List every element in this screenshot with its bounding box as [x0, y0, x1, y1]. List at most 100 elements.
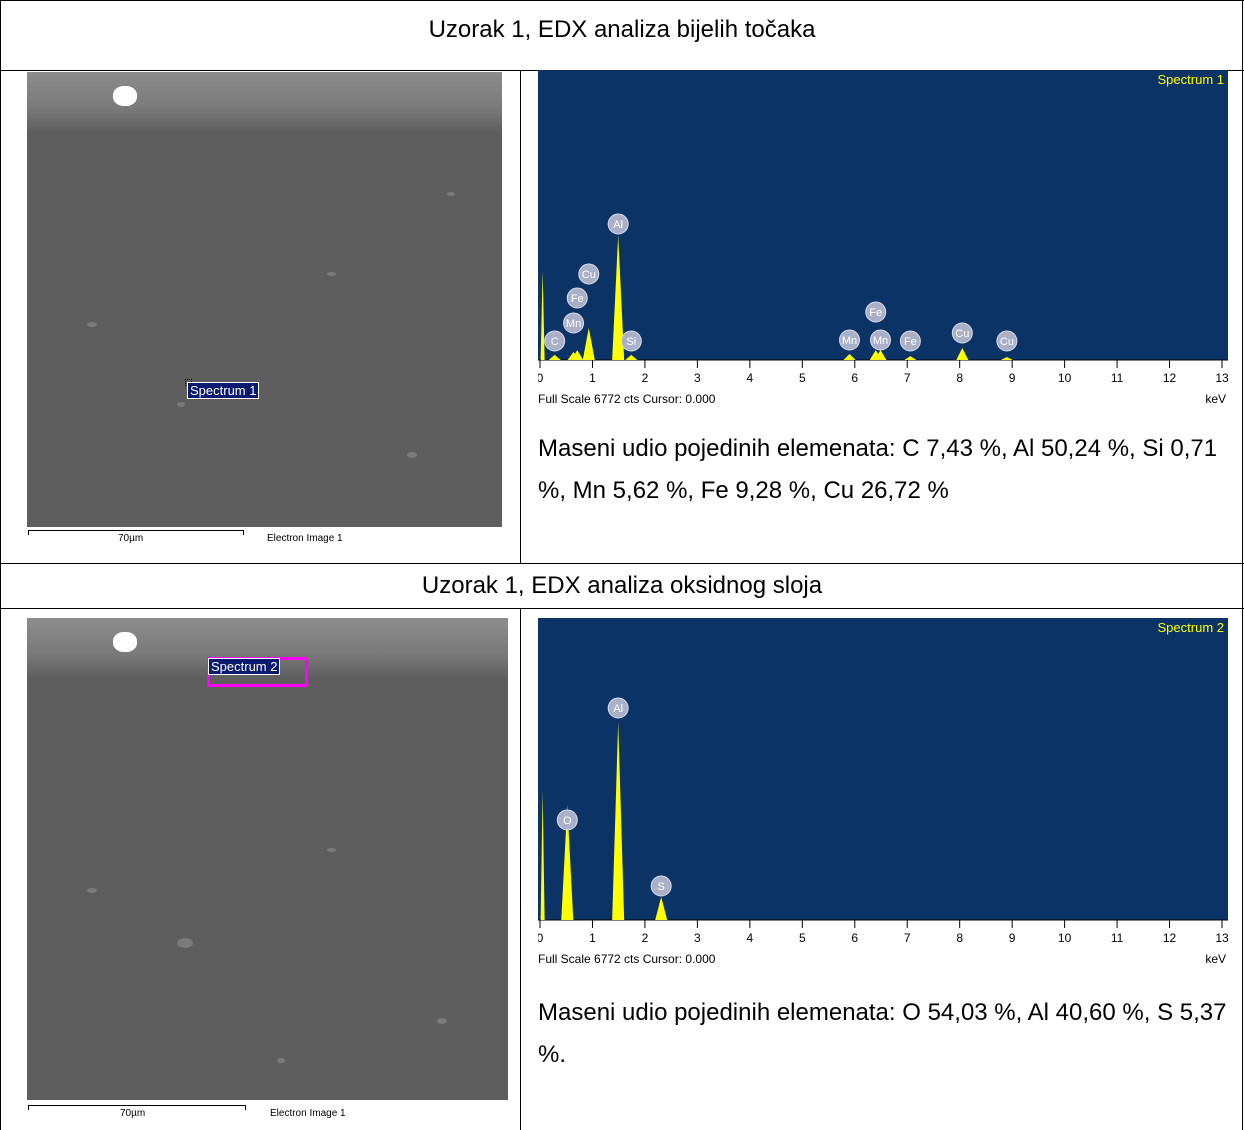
peak-label: Fe: [566, 287, 588, 309]
x-tick-label: 7: [904, 931, 911, 945]
x-tick-label: 10: [1058, 371, 1072, 385]
peak: [655, 897, 668, 920]
peak-element: Fe: [869, 307, 882, 319]
peak-badge: [556, 809, 578, 831]
x-tick-label: 10: [1058, 931, 1072, 945]
peak: [612, 234, 625, 360]
peak: [540, 270, 545, 360]
peak: [571, 350, 584, 360]
x-tick-label: 1: [589, 371, 596, 385]
x-tick-label: 9: [1009, 931, 1016, 945]
section-title: Uzorak 1, EDX analiza oksidnog sloja: [421, 572, 823, 599]
peak-element: O: [563, 815, 572, 827]
peak: [1000, 357, 1013, 360]
x-tick-label: 2: [642, 931, 649, 945]
x-tick-label: 6: [851, 931, 858, 945]
scale-label: 70µm: [120, 1108, 146, 1119]
description: Maseni udio pojedinih elemenata: C 7,43 …: [538, 435, 1218, 504]
peak-badge: [839, 329, 861, 351]
peak: [561, 804, 574, 920]
x-tick-label: 9: [1009, 371, 1016, 385]
peak-badge: [578, 263, 600, 285]
scale-bar: [28, 1105, 246, 1110]
x-tick-label: 8: [956, 931, 963, 945]
border: [520, 70, 521, 563]
peak: [548, 354, 561, 360]
peak-label: Mn: [839, 329, 861, 351]
peak: [956, 348, 969, 360]
x-tick-label: 5: [799, 931, 806, 945]
peak-label: Al: [607, 697, 629, 719]
peak-element: Al: [613, 703, 623, 715]
peak-element: Mn: [873, 335, 888, 347]
peak-label: Cu: [578, 263, 600, 285]
x-tick-label: 1: [589, 931, 596, 945]
x-tick-label: 8: [956, 371, 963, 385]
x-tick-label: 3: [694, 931, 701, 945]
peak-label: Cu: [951, 322, 973, 344]
spectrum-title: Spectrum 2: [1158, 620, 1224, 635]
border: [0, 0, 1, 1130]
description: Maseni udio pojedinih elemenata: O 54,03…: [538, 999, 1227, 1068]
spectrum-footer: Full Scale 6772 cts Cursor: 0.000: [538, 952, 716, 966]
peak-element: C: [551, 336, 559, 348]
peak-label: Mn: [563, 312, 585, 334]
peak: [612, 721, 625, 920]
peak: [874, 350, 887, 360]
peak-label: Al: [607, 213, 629, 235]
x-tick-label: 12: [1163, 931, 1177, 945]
peak-element: Fe: [904, 336, 917, 348]
scale-bar: [28, 530, 244, 535]
peak-element: Cu: [582, 269, 596, 281]
peak: [843, 354, 856, 360]
peak-badge: [544, 330, 566, 352]
scale-label: 70µm: [118, 533, 144, 544]
x-tick-label: 11: [1111, 371, 1124, 385]
x-tick-label: 0: [538, 371, 544, 385]
peak-badge: [865, 301, 887, 323]
x-tick-label: 2: [642, 371, 649, 385]
x-tick-label: 13: [1215, 371, 1228, 385]
peak-element: Mn: [842, 335, 857, 347]
image-caption: Electron Image 1: [270, 1108, 346, 1119]
spectrum-title: Spectrum 1: [1158, 72, 1224, 87]
peak-label: Fe: [899, 330, 921, 352]
peak-label: S: [650, 875, 672, 897]
spectrum-marker: Spectrum 1: [187, 382, 260, 399]
border: [1242, 0, 1243, 1130]
peak-element: Cu: [1000, 336, 1014, 348]
peak-element: Al: [613, 219, 623, 231]
x-tick-label: 6: [851, 371, 858, 385]
image-caption: Electron Image 1: [267, 533, 343, 544]
peak-badge: [951, 322, 973, 344]
peak-label: O: [556, 809, 578, 831]
peak-badge: [607, 213, 629, 235]
x-unit: keV: [1205, 392, 1226, 406]
peak-element: S: [658, 881, 665, 893]
peak-label: Fe: [865, 301, 887, 323]
border: [520, 608, 521, 1130]
peak-badge: [620, 330, 642, 352]
spectrum-footer: Full Scale 6772 cts Cursor: 0.000: [538, 392, 716, 406]
x-tick-label: 4: [747, 371, 754, 385]
border: [0, 563, 1244, 564]
x-tick-label: 4: [747, 931, 754, 945]
peak: [904, 356, 917, 360]
x-unit: keV: [1205, 952, 1226, 966]
peak-element: Mn: [566, 318, 581, 330]
peak-badge: [996, 330, 1018, 352]
peak: [625, 354, 638, 360]
peak-label: Mn: [869, 329, 891, 351]
peak: [540, 790, 545, 920]
plot-area: [538, 618, 1228, 920]
peak-badge: [869, 329, 891, 351]
peak-badge: [607, 697, 629, 719]
x-tick-label: 7: [904, 371, 911, 385]
peak-badge: [899, 330, 921, 352]
x-tick-label: 13: [1215, 931, 1228, 945]
electron-image: Spectrum 1: [27, 72, 502, 527]
x-tick-label: 11: [1111, 931, 1124, 945]
